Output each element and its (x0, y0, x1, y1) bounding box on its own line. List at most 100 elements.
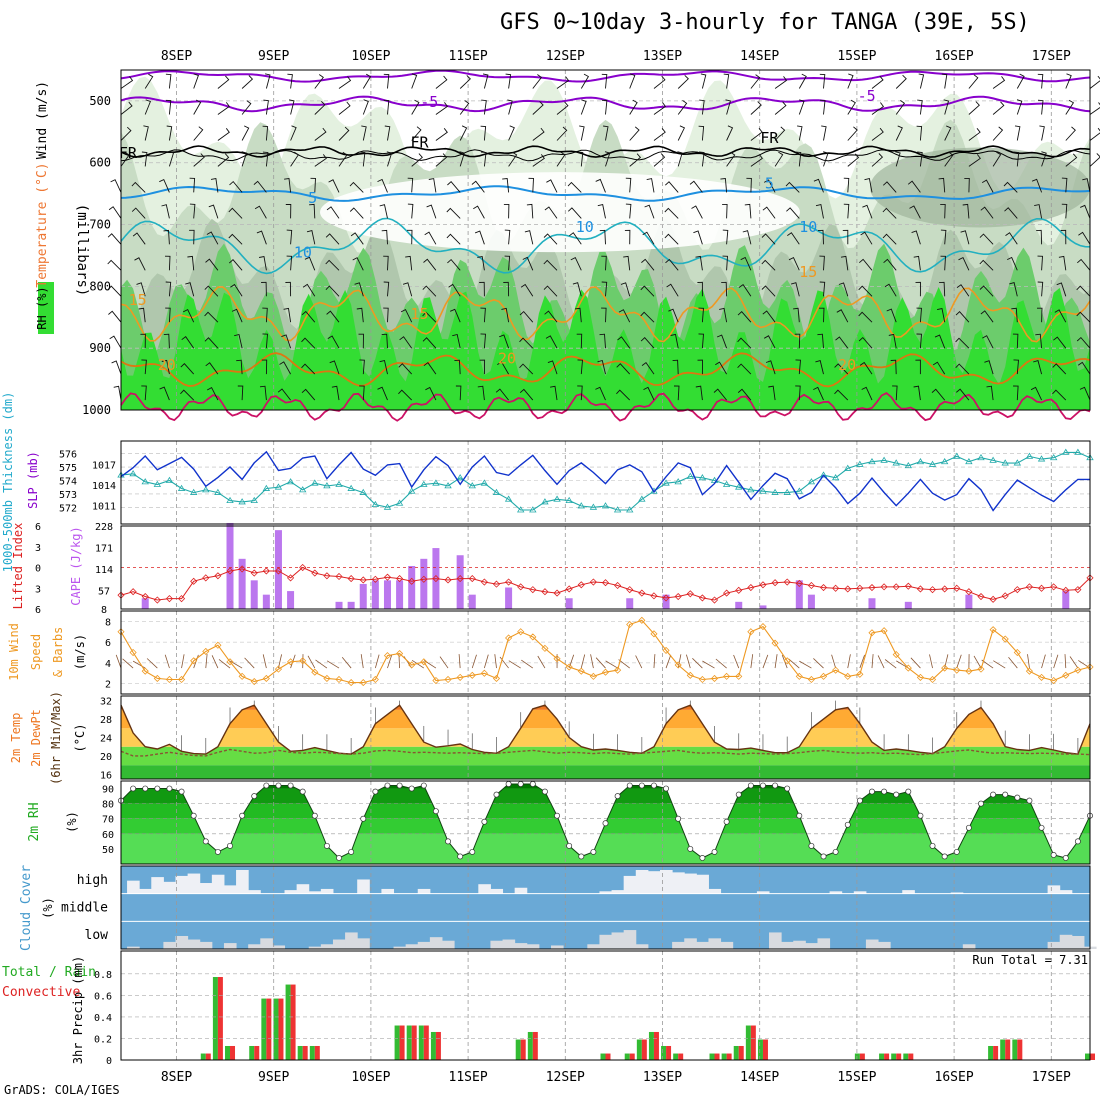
surface-wind-barb (580, 654, 586, 669)
wind-barb (544, 310, 558, 323)
wind-barb (329, 360, 340, 375)
wind-barb (450, 308, 461, 323)
wind-barb (477, 385, 485, 401)
thickness-tick: 574 (59, 477, 77, 488)
surface-wind-barb (229, 660, 243, 669)
thickness-marker (214, 488, 222, 495)
cloud-bar-high (684, 873, 697, 894)
li-marker (674, 592, 682, 601)
wind-speed-marker (614, 666, 622, 674)
temp-label-line2: 2m DewPt (29, 709, 43, 767)
wind-barb (644, 204, 655, 219)
surface-wind-barb (471, 654, 477, 669)
contour-label: 10 (576, 218, 594, 236)
wind-barb (883, 258, 897, 271)
rh-marker (978, 800, 984, 807)
wind-barb (381, 229, 388, 245)
surface-wind-barb (665, 654, 672, 669)
li-marker (335, 572, 343, 581)
wind-barb (479, 359, 486, 375)
wind-barb (519, 337, 534, 349)
pressure-tick: 1000 (82, 403, 111, 417)
cloud-bar-high (756, 891, 770, 894)
rh-marker (420, 782, 427, 789)
wind-speed-marker (323, 674, 331, 683)
wind-barb (768, 385, 776, 401)
cloud-bar-high (623, 875, 637, 894)
wind-barb (508, 125, 515, 141)
wind-barb (601, 99, 608, 115)
temperature-axis-label: Temperature (°C) (35, 162, 50, 287)
surface-wind-barb (164, 654, 170, 669)
precip-bar-total (648, 1031, 654, 1060)
pressure-tick: 900 (89, 341, 111, 355)
wind-barb (968, 154, 981, 167)
wind-speed-marker (202, 647, 210, 656)
wind-barb (503, 203, 510, 219)
wind-barb (640, 285, 655, 297)
wind-barb (840, 255, 849, 271)
wind-speed-marker (129, 648, 137, 657)
li-marker (190, 577, 198, 585)
wind-barb (601, 73, 608, 89)
wind-barb (426, 204, 437, 219)
cloud-bar-low (417, 941, 431, 949)
wind-barb (992, 76, 1006, 89)
wind-barb (455, 385, 462, 401)
surface-wind-barb (733, 654, 740, 669)
li-marker (141, 592, 149, 601)
wind-barb (643, 386, 655, 401)
wind-barb (447, 181, 461, 193)
wind-speed-marker (432, 676, 440, 685)
rh-marker (917, 812, 924, 819)
rh-marker (348, 848, 355, 855)
rh-marker (323, 842, 330, 849)
wind-barb (629, 99, 638, 115)
wind-barb (858, 285, 873, 297)
cloud-bar-low (599, 934, 613, 949)
wind-barb (871, 127, 884, 141)
wind-barb (205, 258, 219, 271)
wind-barb (1065, 126, 1076, 141)
precip-bar-convective (762, 1039, 768, 1060)
precip-bar-convective (653, 1031, 659, 1060)
surface-wind-barb (146, 658, 158, 669)
surface-wind-barb (360, 654, 364, 669)
surface-wind-barb (341, 657, 352, 669)
wind-barb (570, 256, 582, 271)
date-label-bottom: 17SEP (1032, 1070, 1071, 1085)
li-marker (856, 584, 864, 592)
thickness-marker (1013, 459, 1022, 466)
li-marker (953, 584, 961, 592)
wind-barb (217, 102, 230, 115)
date-label-bottom: 14SEP (740, 1070, 779, 1085)
li-marker (601, 579, 610, 587)
contour-label: FR (410, 133, 429, 151)
wind-barb (358, 333, 364, 349)
freezing-level (120, 145, 1091, 158)
wind-barb (761, 259, 776, 271)
cloud-bar-high (829, 891, 843, 894)
precip-bar-convective (641, 1039, 647, 1060)
cape-bar (371, 580, 379, 609)
rh-tick: 80 (102, 800, 114, 811)
date-label-top: 9SEP (258, 49, 289, 64)
li-marker (723, 589, 731, 597)
thickness-marker (141, 478, 149, 485)
precip-bar-total (309, 1045, 315, 1060)
cloud-bar-high (187, 873, 201, 894)
wind-barb (141, 359, 147, 375)
wind-barb (907, 180, 921, 193)
thickness-marker (771, 488, 779, 495)
wind-barb (813, 178, 824, 193)
wind-barb (120, 76, 134, 89)
li-marker (1001, 592, 1009, 600)
thickness-marker (298, 486, 307, 493)
precip-bar-convective (205, 1053, 211, 1060)
wind-barb (471, 180, 485, 193)
precip-bar-total (745, 1025, 751, 1060)
cloud-bar-low (587, 944, 600, 949)
cloud-bar-high (902, 890, 915, 894)
rh-marker (953, 848, 960, 855)
wind-barb (1037, 255, 1043, 271)
